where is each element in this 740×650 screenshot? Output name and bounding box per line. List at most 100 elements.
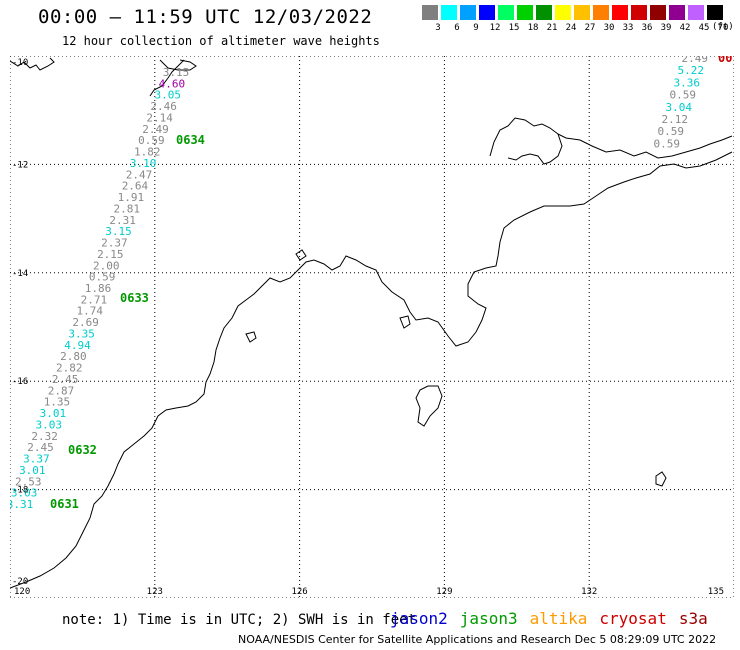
wave-height-value: 2.00 (93, 259, 120, 272)
coastline-island-top (159, 59, 197, 71)
scale-swatch (650, 5, 666, 20)
legend-altika: altika (529, 609, 588, 628)
longitude-label: 129 (436, 587, 452, 597)
wave-height-value: 2.47 (126, 168, 153, 181)
coastline-main (10, 151, 733, 589)
wave-height-value: 2.81 (113, 202, 140, 215)
scale-swatch (669, 5, 685, 20)
wave-height-value: 2.15 (97, 248, 124, 261)
scale-swatch (631, 5, 647, 20)
wave-height-value: 2.69 (72, 316, 99, 329)
scale-label: 6 (454, 23, 460, 33)
wave-height-value: 3.31 (10, 498, 33, 511)
scale-swatch (441, 5, 457, 20)
wave-height-value: 2.37 (101, 237, 128, 250)
altimeter-tracks: 3.154.603.052.462.142.490.591.823.102.47… (10, 56, 732, 511)
wave-height-value: 3.36 (674, 76, 701, 89)
wave-height-value: 3.15 (163, 66, 190, 79)
scale-label: 21 (546, 23, 558, 33)
wave-height-value: 1.86 (85, 282, 112, 295)
page-title: 00:00 – 11:59 UTC 12/03/2022 (38, 6, 373, 28)
scale-label: 3 (435, 23, 441, 33)
scale-swatch (422, 5, 438, 20)
wave-height-value: 2.14 (146, 111, 173, 124)
latitude-label: -20 (12, 577, 28, 587)
footer-credit: NOAA/NESDIS Center for Satellite Applica… (238, 633, 717, 646)
scale-swatch (593, 5, 609, 20)
satellite-legend: jason2 jason3 altika cryosat s3a (390, 609, 720, 628)
scale-label: 36 (641, 23, 653, 33)
scale-label: 45 (698, 23, 710, 33)
pass-time-label: 0633 (120, 291, 149, 305)
scale-label: 18 (527, 23, 539, 33)
wave-height-value: 0.59 (670, 89, 697, 102)
coastline-islets-west (245, 331, 257, 343)
wave-height-value: 5.22 (678, 64, 705, 77)
wave-height-value: 2.64 (122, 180, 149, 193)
wave-height-value: 2.87 (48, 384, 75, 397)
longitude-label: 135 (708, 587, 724, 597)
wave-height-value: 3.03 (35, 418, 62, 431)
longitude-label: 126 (291, 587, 307, 597)
wave-height-value: 2.53 (15, 475, 42, 488)
latitude-label: -10 (12, 58, 28, 68)
latitude-label: -14 (12, 269, 28, 279)
scale-swatch (536, 5, 552, 20)
coastline-island-melville (415, 385, 443, 427)
wave-height-value: 0.59 (89, 271, 116, 284)
scale-swatch (688, 5, 704, 20)
scale-swatch (574, 5, 590, 20)
wave-height-value: 4.60 (159, 77, 186, 90)
scale-label: 39 (660, 23, 672, 33)
wave-height-value: 2.31 (109, 214, 136, 227)
pass-time-label: 0631 (50, 497, 79, 511)
pass-time-label: 0634 (176, 133, 205, 147)
wave-height-value: 3.03 (11, 487, 38, 500)
wave-height-value: 2.12 (662, 113, 689, 126)
wave-height-value: 1.74 (77, 305, 104, 318)
wave-height-value: 2.45 (27, 441, 54, 454)
coastline-timor-east (149, 59, 185, 97)
wave-height-value: 2.82 (56, 362, 83, 375)
page-subtitle: 12 hour collection of altimeter wave hei… (62, 34, 380, 48)
legend-s3a: s3a (678, 609, 708, 628)
scale-swatch (612, 5, 628, 20)
wave-height-value: 1.91 (118, 191, 145, 204)
coastline-top-right (557, 133, 733, 159)
wave-height-value: 3.04 (666, 101, 693, 114)
map-note: note: 1) Time is in UTC; 2) SWH is in fe… (62, 612, 417, 628)
wave-height-value: 2.32 (31, 430, 58, 443)
longitude-label: 120 (14, 587, 30, 597)
pass-time-label: 00 (718, 56, 732, 65)
axis-labels: 120 123 126 129 132 135 -10 -12 -14 -16 -18 -20 (12, 58, 724, 597)
longitude-label: 123 (147, 587, 163, 597)
wave-height-value: 2.71 (81, 293, 108, 306)
wave-height-value: 2.46 (150, 100, 177, 113)
wave-height-value: 2.49 (682, 56, 709, 65)
wave-height-value: 0.59 (658, 125, 685, 138)
wave-height-value: 3.10 (130, 157, 157, 170)
latitude-label: -12 (12, 160, 28, 170)
wave-height-value: 1.82 (134, 146, 161, 159)
scale-swatch (707, 5, 723, 20)
wave-height-value: 2.49 (142, 123, 169, 136)
wave-height-value: 0.59 (138, 134, 165, 147)
scale-swatch (555, 5, 571, 20)
legend-jason3: jason3 (459, 609, 518, 628)
coastline-islets-mid (295, 249, 307, 261)
latitude-label: -18 (12, 486, 28, 496)
coastline-islets-b (399, 315, 411, 329)
pass-time-label: 0632 (68, 443, 97, 457)
wave-height-value: 3.15 (105, 225, 132, 238)
scale-label: 12 (489, 23, 501, 33)
coastline (10, 57, 733, 589)
scale-label: 15 (508, 23, 520, 33)
scale-swatch (460, 5, 476, 20)
wave-height-value: 4.94 (64, 339, 91, 352)
wave-height-value: 2.80 (60, 350, 87, 363)
coastline-island-small (655, 471, 667, 487)
scale-label: 24 (565, 23, 577, 33)
latitude-label: -16 (12, 377, 28, 387)
scale-label: 70 (717, 23, 729, 33)
legend-jason2: jason2 (390, 609, 448, 628)
